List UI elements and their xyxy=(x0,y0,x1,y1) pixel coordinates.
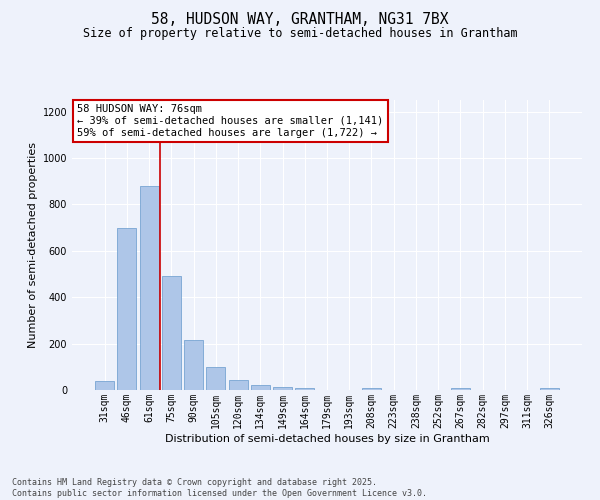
Bar xyxy=(206,367,225,390)
Bar xyxy=(251,386,270,390)
Y-axis label: Number of semi-detached properties: Number of semi-detached properties xyxy=(28,142,38,348)
Bar xyxy=(362,388,381,390)
Bar xyxy=(273,386,292,390)
Bar xyxy=(162,276,181,390)
Bar xyxy=(295,388,314,390)
Text: 58 HUDSON WAY: 76sqm
← 39% of semi-detached houses are smaller (1,141)
59% of se: 58 HUDSON WAY: 76sqm ← 39% of semi-detac… xyxy=(77,104,383,138)
Bar xyxy=(140,186,158,390)
Bar xyxy=(184,340,203,390)
Bar xyxy=(95,380,114,390)
Bar xyxy=(540,388,559,390)
Text: 58, HUDSON WAY, GRANTHAM, NG31 7BX: 58, HUDSON WAY, GRANTHAM, NG31 7BX xyxy=(151,12,449,28)
Bar xyxy=(229,380,248,390)
Text: Size of property relative to semi-detached houses in Grantham: Size of property relative to semi-detach… xyxy=(83,28,517,40)
X-axis label: Distribution of semi-detached houses by size in Grantham: Distribution of semi-detached houses by … xyxy=(164,434,490,444)
Bar xyxy=(451,388,470,390)
Bar xyxy=(118,228,136,390)
Text: Contains HM Land Registry data © Crown copyright and database right 2025.
Contai: Contains HM Land Registry data © Crown c… xyxy=(12,478,427,498)
